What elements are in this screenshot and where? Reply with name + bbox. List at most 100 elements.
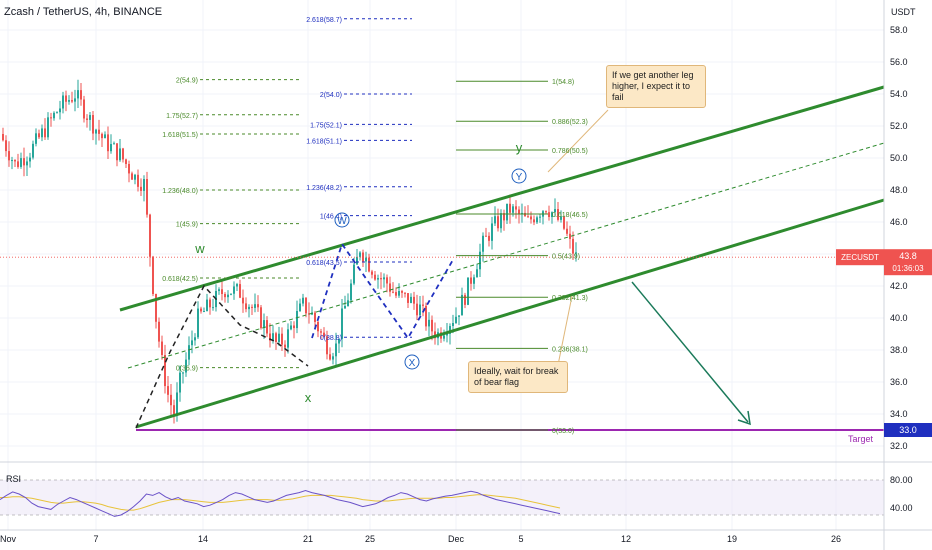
chart-title: Zcash / TetherUS, 4h, BINANCE	[4, 6, 163, 18]
candle-body	[149, 214, 151, 257]
candle-body	[116, 143, 118, 161]
candle-body	[122, 148, 124, 160]
candle-body	[530, 216, 532, 220]
fib-left-label: 1.75(52.7)	[166, 113, 198, 120]
candle-body	[98, 129, 100, 134]
fib-right-label: 0.618(46.5)	[552, 212, 588, 219]
candle-body	[470, 277, 472, 284]
candle-body	[368, 257, 370, 272]
fib-right-label: 0.236(38.1)	[552, 346, 588, 353]
x-tick-label: 7	[93, 534, 98, 544]
candle-body	[206, 299, 208, 312]
candle-body	[428, 319, 430, 327]
candle-body	[170, 394, 172, 406]
candle-body	[269, 333, 271, 341]
candle-body	[332, 356, 334, 360]
candle-body	[446, 333, 448, 336]
candle-body	[485, 235, 487, 237]
candle-body	[140, 186, 142, 191]
candle-body	[458, 315, 460, 317]
candle-body	[551, 212, 553, 217]
candle-body	[290, 325, 292, 330]
candle-body	[308, 313, 310, 315]
target-arrow-head	[737, 410, 751, 426]
candle-body	[404, 292, 406, 294]
candle-body	[386, 277, 388, 284]
fib-mid-label: 1.236(48.2)	[306, 185, 342, 192]
y-tick-label: 52.0	[890, 121, 908, 131]
candle-body	[17, 161, 19, 167]
candle-body	[467, 277, 469, 305]
candle-body	[410, 296, 412, 303]
candle-body	[314, 312, 316, 322]
x-tick-label: Nov	[0, 534, 16, 544]
candle-body	[482, 235, 484, 252]
candle-body	[176, 392, 178, 416]
candle-body	[131, 173, 133, 180]
candle-body	[68, 100, 70, 102]
candle-body	[95, 129, 97, 134]
candle-body	[278, 333, 280, 342]
candle-body	[494, 216, 496, 224]
candle-body	[491, 223, 493, 241]
candle-body	[137, 174, 139, 187]
candle-body	[107, 134, 109, 152]
candle-body	[2, 134, 4, 141]
candle-body	[335, 343, 337, 357]
candle-body	[8, 151, 10, 161]
wave-label-Y: Y	[516, 172, 523, 183]
candle-body	[152, 256, 154, 295]
channel-lower-line	[135, 198, 885, 429]
candle-body	[284, 344, 286, 348]
x-tick-label: Dec	[448, 534, 465, 544]
y-tick-label: 40.0	[890, 313, 908, 323]
x-tick-label: 21	[303, 534, 313, 544]
candle-body	[419, 304, 421, 316]
candle-body	[344, 305, 346, 309]
candle-body	[260, 307, 262, 329]
candle-body	[272, 333, 274, 341]
candle-body	[167, 386, 169, 395]
candle-body	[401, 291, 403, 293]
fib-mid-label: 1(46.4)	[320, 214, 342, 221]
candle-body	[134, 174, 136, 180]
candle-body	[164, 355, 166, 387]
candle-body	[575, 252, 577, 254]
fib-left-label: 1.236(48.0)	[162, 188, 198, 195]
candle-body	[146, 179, 148, 215]
wave-label-W: W	[337, 216, 347, 227]
candle-body	[296, 310, 298, 329]
wave-path-green	[135, 284, 309, 429]
candle-body	[545, 211, 547, 213]
fib-mid-label: 1.75(52.1)	[310, 122, 342, 129]
y-tick-label: 50.0	[890, 153, 908, 163]
channel-upper-line	[119, 85, 885, 312]
fib-left-label: 0.618(42.5)	[162, 276, 198, 283]
rsi-label: RSI	[6, 474, 21, 484]
candle-body	[44, 128, 46, 138]
candle-body	[26, 161, 28, 166]
candle-body	[389, 283, 391, 292]
candle-body	[155, 294, 157, 322]
candle-body	[242, 297, 244, 304]
fib-right-label: 0.786(50.5)	[552, 148, 588, 155]
candle-body	[71, 100, 73, 102]
wave-label-circle	[511, 168, 527, 184]
candle-body	[191, 340, 193, 346]
candle-body	[347, 300, 349, 306]
candle-body	[128, 163, 130, 174]
candle-body	[224, 293, 226, 298]
fib-right-label: 0(33.0)	[552, 428, 574, 435]
candle-body	[569, 233, 571, 239]
candle-body	[239, 284, 241, 298]
candle-body	[23, 158, 25, 166]
candle-body	[80, 90, 82, 100]
candle-body	[86, 118, 88, 120]
y-tick-label: 32.0	[890, 441, 908, 451]
candle-body	[221, 289, 223, 294]
x-tick-label: 25	[365, 534, 375, 544]
candle-body	[74, 98, 76, 102]
candle-body	[5, 140, 7, 152]
candle-body	[323, 332, 325, 337]
